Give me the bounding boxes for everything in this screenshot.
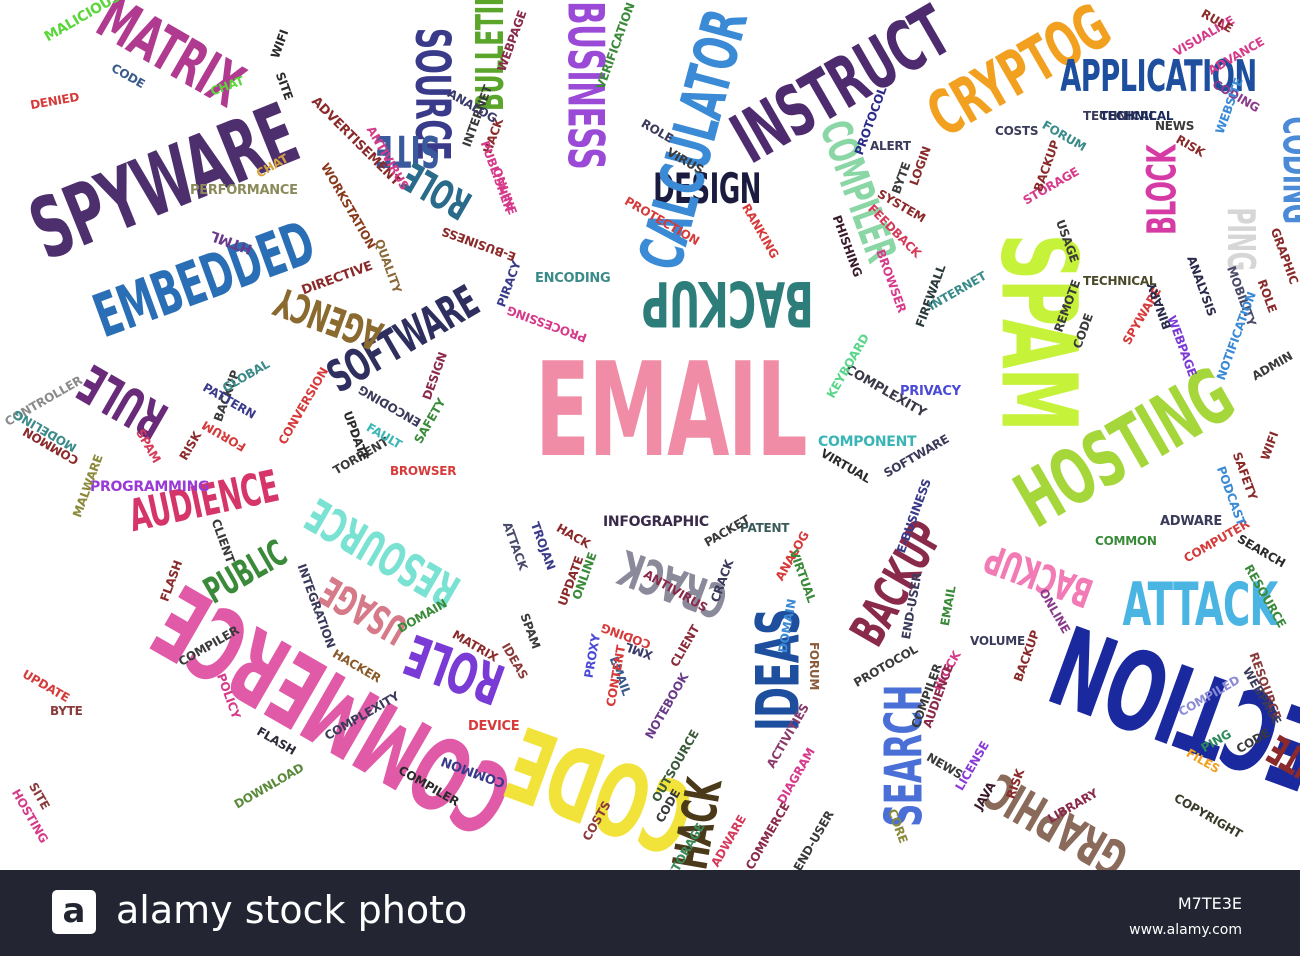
- cloud-word: PROXY: [581, 632, 604, 680]
- cloud-word: COSTS: [995, 124, 1039, 138]
- alamy-logo-glyph: a: [62, 891, 86, 931]
- cloud-word: INFOGRAPHIC: [603, 514, 709, 530]
- cloud-word: ENCODING: [356, 382, 424, 430]
- cloud-word: E-BUSINESS: [439, 224, 518, 264]
- cloud-word: CLIENT: [667, 622, 703, 670]
- cloud-word: COMMON: [1095, 534, 1157, 548]
- cloud-word: ANALYSIS: [1184, 254, 1219, 318]
- cloud-word: PUBLISHER: [477, 138, 517, 214]
- cloud-word: WIFI: [268, 27, 292, 61]
- cloud-word: EMAIL: [937, 584, 959, 628]
- cloud-word: MATRIX: [85, 0, 255, 122]
- word-cloud: EMAIL SPAM HOSTING SPYWARE EMBEDDED MATR…: [2, 0, 1300, 870]
- cloud-word: CLIENT: [208, 517, 238, 565]
- cloud-word: TECHNICAL: [1083, 109, 1157, 123]
- cloud-word: BYTE: [50, 704, 83, 718]
- cloud-word: SEARCH: [1235, 531, 1288, 571]
- stock-brand-name: alamy stock photo: [116, 888, 468, 932]
- cloud-word: APPLICATION: [1060, 51, 1257, 102]
- cloud-word: COPYRIGHT: [1171, 790, 1245, 842]
- cloud-word: BACKUP: [979, 534, 1099, 616]
- cloud-word: ADWARE: [1160, 514, 1222, 529]
- cloud-word: ALERT: [870, 139, 911, 153]
- stock-photo-banner: a alamy stock photo M7TE3E www.alamy.com: [0, 870, 1300, 956]
- cloud-word: BROWSER: [873, 247, 910, 315]
- alamy-logo-icon: a: [52, 890, 96, 934]
- cloud-word: DOWNLOAD: [231, 760, 307, 812]
- stock-url: www.alamy.com: [1129, 922, 1242, 938]
- cloud-word: FORUM: [807, 641, 822, 691]
- cloud-word: UPDATE: [19, 666, 72, 706]
- stock-image-id: M7TE3E: [1177, 894, 1242, 913]
- cloud-word: ENCODING: [535, 271, 611, 286]
- cloud-word: GRAPHIC: [1267, 225, 1300, 287]
- cloud-word: BACKUP: [642, 267, 814, 340]
- cloud-word: BACKUP: [839, 512, 955, 656]
- cloud-word: PROGRAMMING: [90, 479, 210, 495]
- cloud-word: EMAIL: [535, 334, 808, 486]
- cloud-word: VIRTUAL: [818, 446, 874, 486]
- cloud-word: SECTION: [1036, 599, 1300, 831]
- cloud-word: VIRTUAL: [786, 547, 819, 605]
- cloud-word: VOLUME: [970, 634, 1025, 648]
- cloud-word: TECHNICAL: [1100, 109, 1174, 123]
- cloud-word: ROLE: [1254, 277, 1280, 315]
- cloud-word: FORUM: [199, 417, 249, 455]
- cloud-word: ATTACK: [1122, 570, 1279, 640]
- cloud-word: NEWS: [1155, 119, 1195, 133]
- cloud-word: UPDATE: [340, 409, 372, 463]
- cloud-word: NOTEBOOK: [642, 670, 692, 742]
- cloud-word: ATTACK: [499, 520, 531, 572]
- cloud-word: COMPONENT: [818, 434, 917, 450]
- cloud-word: PIRACY: [494, 259, 524, 309]
- cloud-word: KEYBOARD: [823, 331, 872, 401]
- cloud-word: TROJAN: [527, 520, 559, 572]
- cloud-word: DENIED: [29, 89, 81, 113]
- cloud-word: TECHNICAL: [1083, 274, 1157, 288]
- cloud-word: END-USER: [790, 808, 837, 870]
- cloud-word: DEVICE: [468, 719, 520, 734]
- cloud-word: CODING: [1273, 116, 1300, 224]
- cloud-word: AUDIENCE: [124, 460, 283, 543]
- cloud-word: PERFORMANCE: [190, 183, 298, 198]
- cloud-word: RISK: [176, 429, 205, 463]
- cloud-word: SPAM: [133, 426, 164, 466]
- cloud-word: PING: [1218, 207, 1263, 271]
- cloud-word: BROWSER: [390, 464, 457, 478]
- cloud-word: CONVERSION: [275, 364, 332, 448]
- cloud-word: HACK: [553, 520, 593, 552]
- cloud-word: PRIVACY: [900, 384, 961, 399]
- cloud-word: BLOCK: [1139, 145, 1186, 235]
- cloud-word: AGENCY: [269, 277, 389, 359]
- cloud-word: COMMERCE: [742, 799, 793, 870]
- cloud-word: RULE: [68, 352, 178, 450]
- cloud-word: DESIGN: [419, 350, 450, 402]
- cloud-word: DESIGN: [653, 164, 761, 213]
- cloud-word: LOGIN: [906, 144, 934, 188]
- cloud-word: QUALITY: [371, 237, 405, 295]
- cloud-word: SPAM: [517, 611, 544, 651]
- cloud-word: PATENT: [740, 521, 790, 535]
- cloud-word: ADMIN: [1249, 348, 1296, 384]
- cloud-word: WIFI: [1258, 429, 1282, 463]
- cloud-word: WORKSTATION: [318, 160, 379, 252]
